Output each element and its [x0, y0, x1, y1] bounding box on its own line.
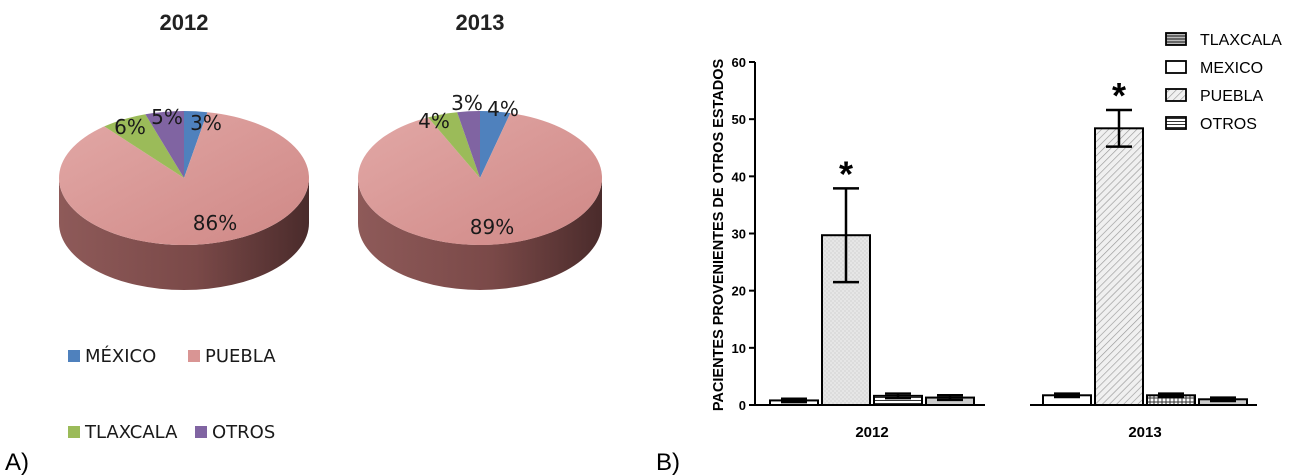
pie-chart-2013: 2013 4% 89% 4%3% [358, 10, 603, 290]
bar-puebla-2013 [1094, 127, 1144, 407]
pie-slice-label: 6% [114, 115, 146, 139]
pie-chart-2012: 2012 3% 86% 6% 5% [58, 10, 310, 290]
y-tick-label: 10 [732, 341, 746, 356]
y-tick-label: 30 [732, 227, 746, 242]
bar-legend-swatch [1165, 116, 1187, 130]
pie-legend-label: MÉXICO [85, 345, 156, 367]
pie-legend-label: TLAXCALA [84, 422, 178, 443]
pie-side [358, 178, 602, 290]
pie-legend-swatch [188, 350, 200, 362]
pie-slice-tlaxcala [428, 112, 480, 178]
pie-legend-swatch [68, 426, 80, 438]
bar-legend-label: TLAXCALA [1200, 32, 1282, 49]
y-axis-label: PACIENTES PROVENIENTES DE OTROS ESTADOS [711, 59, 727, 412]
significance-marker: * [839, 153, 853, 194]
y-tick-label: 0 [739, 398, 746, 413]
bar-legend-swatch [1165, 32, 1187, 46]
pie-slice-mxico [184, 111, 208, 178]
pie-side [59, 178, 309, 290]
pie-legend-swatch [68, 350, 80, 362]
pie-slice-label: 86% [193, 211, 237, 235]
pie-slice-puebla [58, 112, 310, 246]
pie-slice-mxico [480, 110, 511, 178]
pie-legend: MÉXICO PUEBLA TLAXCALA OTROS [68, 345, 276, 443]
y-tick-label: 60 [732, 55, 746, 70]
bar-legend-label: OTROS [1200, 116, 1257, 133]
pie-legend-label: OTROS [212, 422, 275, 443]
pie-slice-puebla [358, 113, 603, 245]
pie-slice-label: 3% [190, 111, 222, 135]
pie-title: 2012 [160, 10, 209, 35]
bar-legend-label: MEXICO [1200, 60, 1263, 77]
x-category-label: 2013 [1128, 424, 1161, 441]
pie-slice-label: 4% [487, 97, 519, 121]
y-tick-label: 20 [732, 284, 746, 299]
pie-slice-label: 4% [418, 109, 450, 133]
pie-legend-label: PUEBLA [205, 346, 276, 367]
pie-title: 2013 [456, 10, 505, 35]
pie-slice-label: 89% [470, 215, 514, 239]
panel-label-b: B) [656, 449, 680, 475]
y-tick-label: 50 [732, 112, 746, 127]
bar-chart: 0 10 20 30 40 50 60 PACIENTES PROVENIENTES DE O… [711, 32, 1282, 441]
bar-legend-swatch [1165, 60, 1187, 74]
significance-marker: * [1112, 75, 1126, 116]
pie-slice-otros [145, 111, 184, 178]
x-category-label: 2012 [855, 424, 888, 441]
pie-legend-swatch [195, 426, 207, 438]
panel-label-a: A) [5, 449, 29, 475]
pie-slice-otros [457, 111, 480, 178]
pie-slice-tlaxcala [104, 114, 184, 178]
pie-slice-label: 3% [451, 91, 483, 115]
bar-legend-label: PUEBLA [1200, 88, 1263, 105]
pie-slice-label: 5% [151, 105, 183, 129]
y-tick-label: 40 [732, 169, 746, 184]
bar-legend-swatch [1165, 88, 1187, 102]
